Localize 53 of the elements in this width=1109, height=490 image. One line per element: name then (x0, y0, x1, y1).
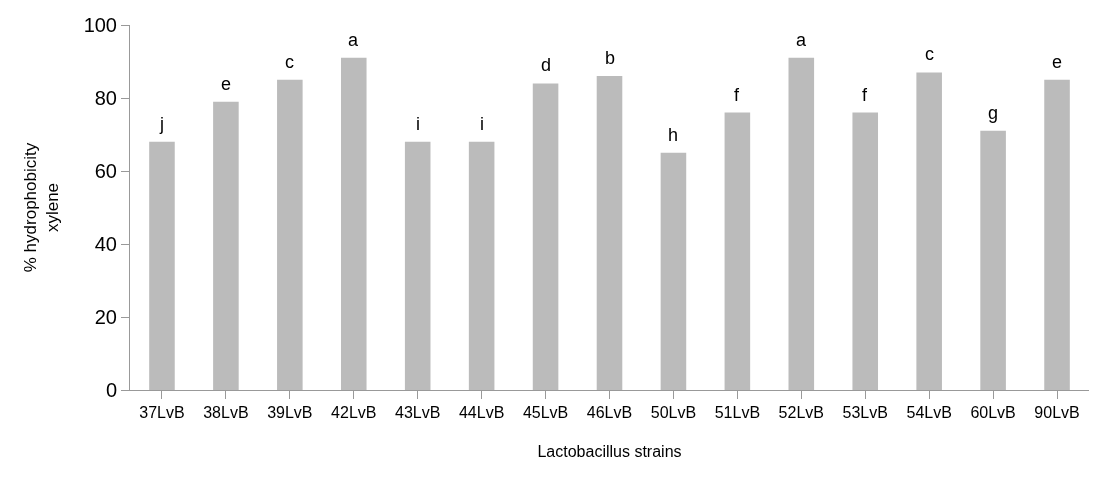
x-tick-label: 46LvB (586, 404, 633, 422)
y-axis-title: % hydrophobicity xylene (21, 142, 63, 273)
annotation: c (285, 52, 294, 72)
x-tick-label: 52LvB (778, 404, 824, 422)
y-tick-label: 40 (94, 233, 117, 255)
annotation: i (416, 114, 420, 134)
y-tick-label: 100 (83, 14, 117, 36)
x-tick-label: 42LvB (331, 404, 377, 422)
bar (404, 141, 431, 390)
bar (1044, 79, 1070, 390)
annotation: i (480, 114, 484, 134)
x-tick-label: 43LvB (395, 404, 441, 422)
bar (724, 112, 751, 390)
y-tick-label: 60 (94, 160, 117, 182)
x-tick-label: 60LvB (970, 404, 1016, 422)
x-tick-label: 54LvB (906, 404, 952, 422)
x-tick-label: 45LvB (522, 404, 569, 422)
x-tick-label: 39LvB (267, 404, 313, 422)
bar (788, 57, 815, 390)
y-tick-label: 80 (94, 87, 117, 109)
x-tick-label: 50LvB (650, 404, 697, 422)
bar (532, 83, 559, 390)
annotation: c (925, 44, 934, 64)
annotation: d (541, 55, 552, 75)
x-tick-label: 90LvB (1034, 404, 1080, 422)
bar (916, 72, 942, 390)
x-tick-label: 38LvB (203, 404, 249, 422)
x-tick-label: 37LvB (139, 404, 185, 422)
annotation: j (159, 114, 164, 134)
annotation: e (1052, 52, 1063, 72)
annotation: b (605, 48, 616, 68)
bar (980, 130, 1006, 390)
annotation: f (734, 85, 740, 105)
bar (277, 79, 303, 390)
x-tick-label: 53LvB (842, 404, 888, 422)
bar (468, 141, 495, 390)
bar (340, 57, 367, 390)
annotation: a (796, 30, 807, 50)
annotation: h (668, 125, 679, 145)
annotation: e (221, 74, 232, 94)
x-tick-label: 51LvB (714, 404, 761, 422)
bar (660, 152, 687, 390)
x-tick-label: 44LvB (458, 404, 505, 422)
bar (213, 101, 239, 390)
bar (596, 76, 623, 390)
annotation: f (862, 85, 868, 105)
y-tick-label: 20 (94, 306, 117, 328)
annotation: g (988, 103, 999, 123)
bar (852, 112, 879, 390)
y-tick-label: 0 (105, 379, 117, 401)
x-axis-title: Lactobacillus strains (537, 442, 682, 460)
bar (149, 141, 175, 390)
annotation: a (348, 30, 359, 50)
